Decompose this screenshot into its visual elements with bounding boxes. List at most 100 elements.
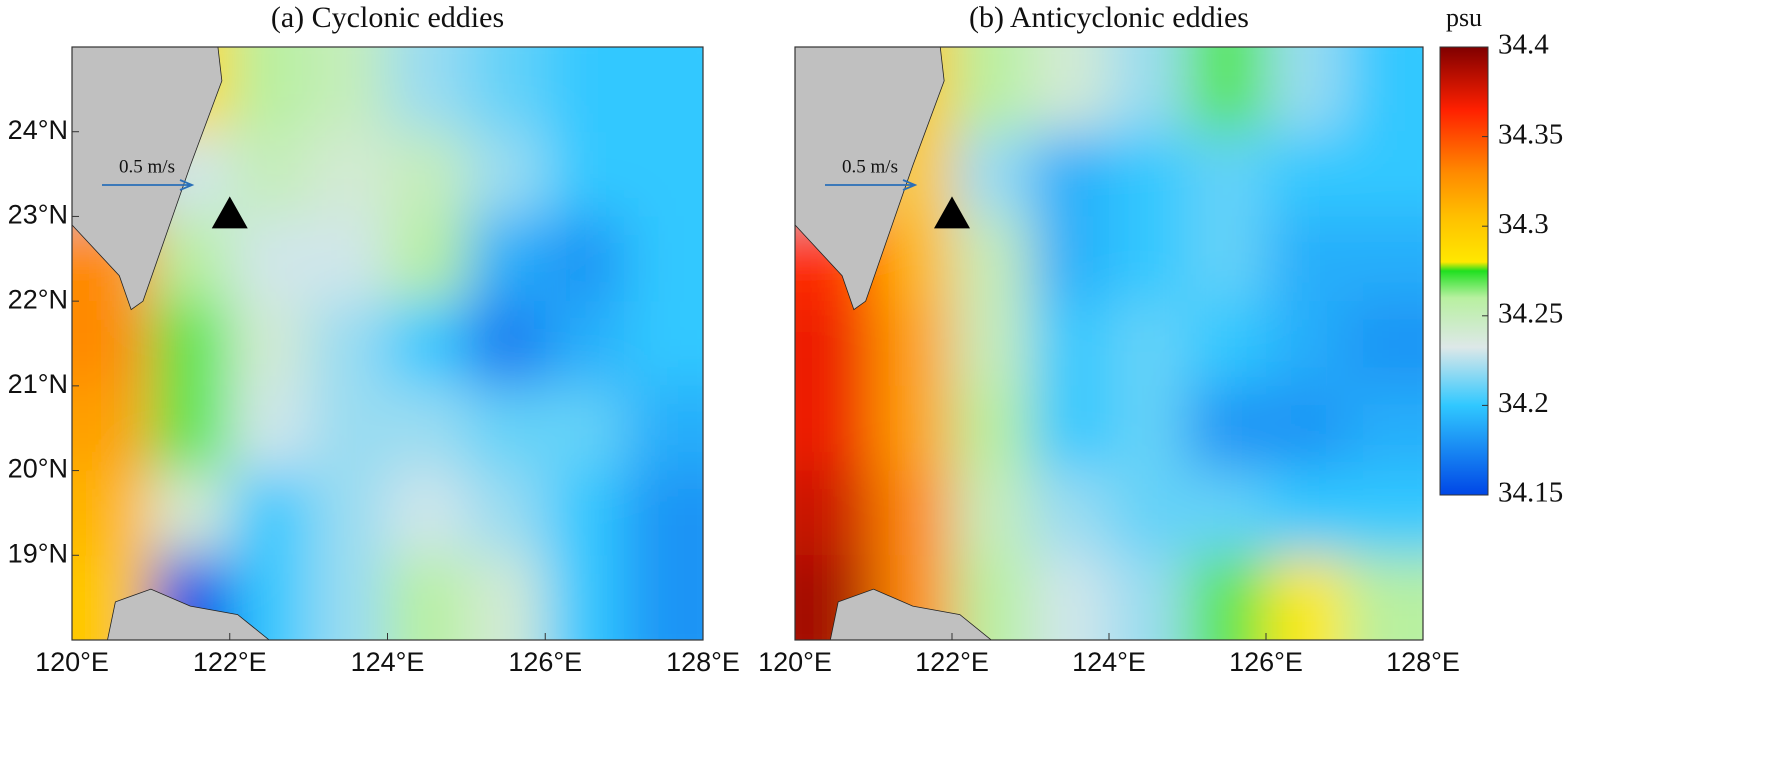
colorbar-gradient bbox=[1439, 46, 1489, 496]
salinity-cell bbox=[1344, 47, 1423, 133]
salinity-cell bbox=[308, 216, 389, 303]
salinity-cell bbox=[624, 47, 703, 133]
salinity-cell bbox=[873, 301, 953, 387]
salinity-cell bbox=[387, 216, 468, 303]
site-marker bbox=[934, 196, 970, 229]
salinity-cell bbox=[1187, 385, 1267, 472]
y-tick-label: 20°N bbox=[8, 454, 68, 484]
colorbar-tick-label: 34.15 bbox=[1498, 477, 1563, 509]
colorbar-tick-label: 34.3 bbox=[1498, 208, 1549, 240]
x-tick-label: 128°E bbox=[666, 647, 740, 677]
salinity-cell bbox=[229, 385, 310, 472]
salinity-cell bbox=[466, 131, 547, 218]
salinity-cell bbox=[952, 47, 1032, 133]
colorbar-tick-label: 34.25 bbox=[1498, 297, 1563, 329]
salinity-cell bbox=[1187, 131, 1267, 218]
scale-arrow bbox=[825, 179, 918, 191]
salinity-cell bbox=[72, 385, 152, 472]
salinity-cell bbox=[1344, 131, 1423, 218]
salinity-cell bbox=[72, 470, 152, 557]
salinity-cell bbox=[873, 385, 953, 472]
colorbar-tick-label: 34.35 bbox=[1498, 118, 1563, 150]
salinity-cell bbox=[466, 470, 547, 557]
salinity-cell bbox=[150, 301, 231, 387]
x-tick-label: 124°E bbox=[1072, 647, 1146, 677]
scale-label: 0.5 m/s bbox=[842, 156, 898, 177]
salinity-cell bbox=[466, 385, 547, 472]
salinity-cell bbox=[1344, 385, 1423, 472]
salinity-cell bbox=[624, 555, 703, 640]
salinity-cell bbox=[229, 216, 310, 303]
y-tick-label: 19°N bbox=[8, 538, 68, 568]
salinity-cell bbox=[624, 131, 703, 218]
salinity-cell bbox=[387, 47, 468, 133]
salinity-cell bbox=[308, 131, 389, 218]
salinity-cell bbox=[795, 385, 875, 472]
salinity-cell bbox=[387, 555, 468, 640]
salinity-cell bbox=[545, 301, 626, 387]
panel-title: (b) Anticyclonic eddies bbox=[969, 1, 1249, 34]
x-tick-label: 126°E bbox=[508, 647, 582, 677]
salinity-cell bbox=[1266, 301, 1346, 387]
y-tick-label: 23°N bbox=[8, 200, 68, 230]
salinity-cell bbox=[1109, 131, 1189, 218]
colorbar-label: psu bbox=[1446, 3, 1482, 32]
salinity-cell bbox=[1266, 385, 1346, 472]
x-tick-label: 128°E bbox=[1386, 647, 1460, 677]
salinity-cell bbox=[1109, 470, 1189, 557]
salinity-cell bbox=[624, 470, 703, 557]
salinity-cell bbox=[545, 470, 626, 557]
salinity-cell bbox=[308, 470, 389, 557]
salinity-cell bbox=[545, 555, 626, 640]
salinity-cell bbox=[387, 470, 468, 557]
x-tick-label: 120°E bbox=[35, 647, 109, 677]
y-tick-label: 22°N bbox=[8, 284, 68, 314]
salinity-cell bbox=[1030, 47, 1110, 133]
salinity-cell bbox=[1030, 470, 1110, 557]
field-clip bbox=[72, 47, 703, 640]
salinity-cell bbox=[545, 385, 626, 472]
salinity-cell bbox=[624, 216, 703, 303]
salinity-cell bbox=[1187, 216, 1267, 303]
y-tick-label: 21°N bbox=[8, 369, 68, 399]
salinity-cell bbox=[466, 47, 547, 133]
salinity-cell bbox=[466, 555, 547, 640]
y-tick-label: 24°N bbox=[8, 115, 68, 145]
salinity-cell bbox=[1030, 301, 1110, 387]
scale-arrow bbox=[102, 179, 195, 191]
x-tick-label: 124°E bbox=[351, 647, 425, 677]
salinity-cell bbox=[1109, 385, 1189, 472]
salinity-cell bbox=[1187, 555, 1267, 640]
salinity-cell bbox=[1344, 301, 1423, 387]
salinity-cell bbox=[624, 385, 703, 472]
salinity-cell bbox=[1266, 47, 1346, 133]
salinity-cell bbox=[387, 385, 468, 472]
salinity-cell bbox=[1109, 301, 1189, 387]
salinity-cell bbox=[873, 470, 953, 557]
salinity-cell bbox=[624, 301, 703, 387]
salinity-cell bbox=[387, 301, 468, 387]
salinity-cell bbox=[952, 470, 1032, 557]
salinity-cell bbox=[545, 131, 626, 218]
land bbox=[829, 588, 992, 640]
panel-title: (a) Cyclonic eddies bbox=[271, 1, 504, 34]
map-panel: (b) Anticyclonic eddies 120°E 122°E 124°E 12… bbox=[758, 1, 1460, 677]
salinity-cell bbox=[229, 470, 310, 557]
salinity-cell bbox=[387, 131, 468, 218]
colorbar-tick-label: 34.4 bbox=[1498, 29, 1549, 61]
colorbar: psu 34.15 34.2 34.25 34.3 34.35 34.4 bbox=[1439, 3, 1563, 509]
salinity-cell bbox=[229, 47, 310, 133]
salinity-cell bbox=[1344, 216, 1423, 303]
site-marker bbox=[211, 196, 248, 229]
x-tick-label: 122°E bbox=[193, 647, 267, 677]
salinity-cell bbox=[952, 216, 1032, 303]
salinity-field bbox=[795, 47, 1423, 640]
salinity-cell bbox=[1109, 216, 1189, 303]
salinity-cell bbox=[1344, 555, 1423, 640]
salinity-cell bbox=[1030, 131, 1110, 218]
salinity-cell bbox=[795, 301, 875, 387]
salinity-cell bbox=[1266, 216, 1346, 303]
land bbox=[795, 47, 945, 311]
scale-label: 0.5 m/s bbox=[119, 156, 175, 177]
